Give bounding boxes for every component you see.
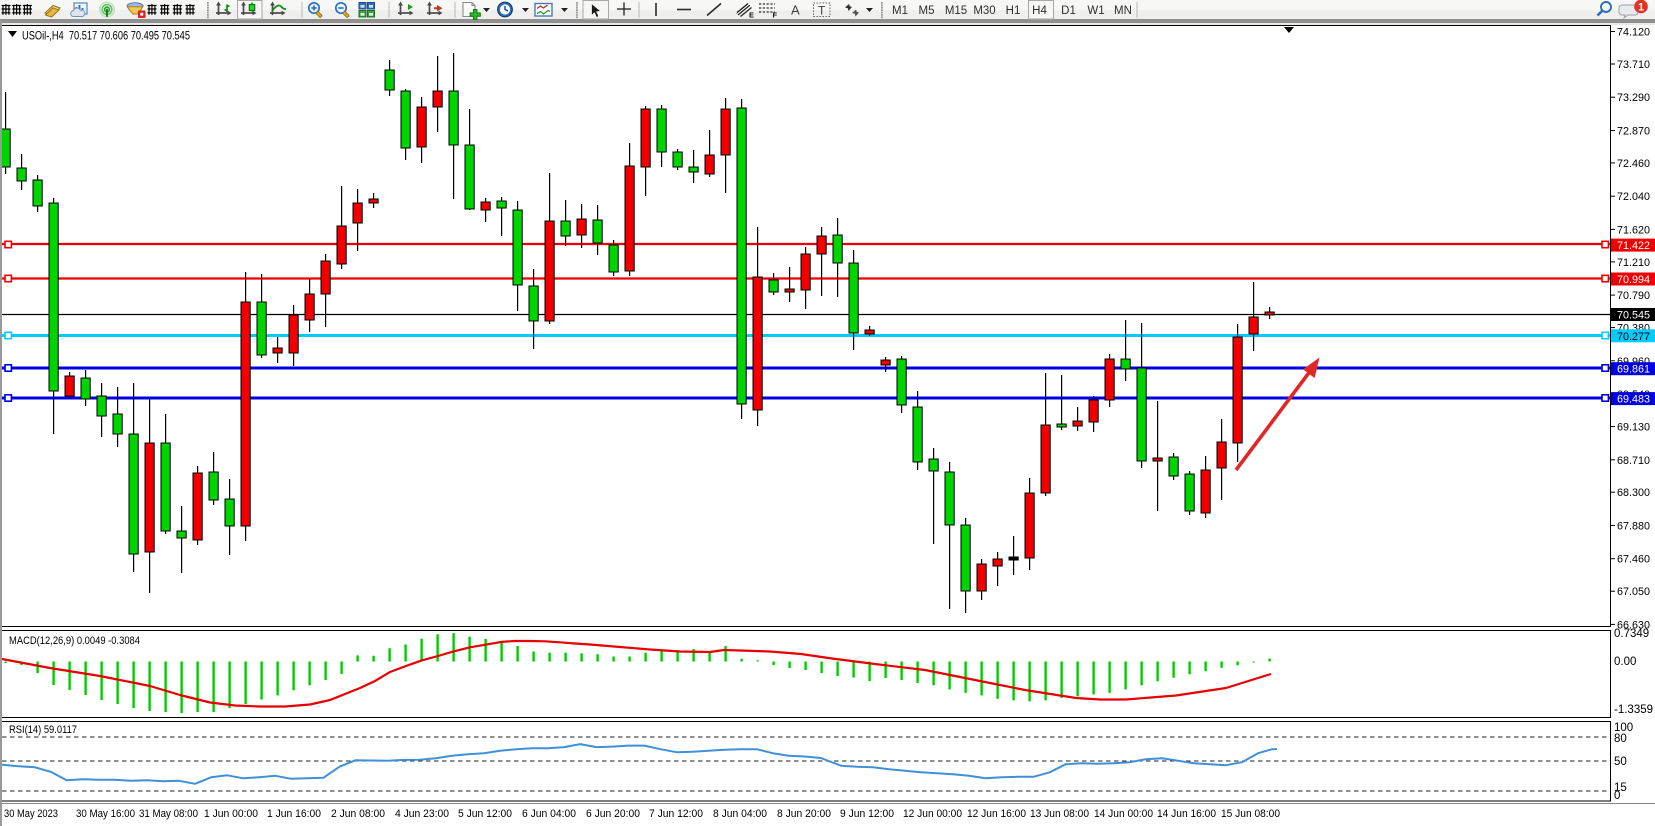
svg-text:68.300: 68.300 [1617, 487, 1650, 499]
svg-text:12 Jun 00:00: 12 Jun 00:00 [903, 808, 962, 820]
svg-text:71.210: 71.210 [1617, 257, 1650, 269]
svg-text:6 Jun 20:00: 6 Jun 20:00 [586, 808, 640, 820]
svg-text:1: 1 [1638, 2, 1644, 14]
svg-text:15 Jun 08:00: 15 Jun 08:00 [1221, 808, 1280, 820]
svg-text:7 Jun 12:00: 7 Jun 12:00 [649, 808, 703, 820]
svg-text:70.790: 70.790 [1617, 290, 1650, 302]
svg-text:50: 50 [1614, 756, 1627, 768]
svg-text:69.130: 69.130 [1617, 422, 1650, 434]
svg-text:8 Jun 20:00: 8 Jun 20:00 [777, 808, 831, 820]
svg-text:1 Jun 00:00: 1 Jun 00:00 [204, 808, 258, 820]
svg-text:RSI(14) 59.0117: RSI(14) 59.0117 [9, 724, 77, 736]
svg-text:MACD(12,26,9) 0.0049 -0.3084: MACD(12,26,9) 0.0049 -0.3084 [9, 635, 140, 647]
svg-text:66.630: 66.630 [1617, 619, 1650, 631]
svg-text:73.710: 73.710 [1617, 59, 1650, 71]
svg-text:70.994: 70.994 [1617, 274, 1650, 286]
svg-text:M15: M15 [945, 5, 967, 17]
svg-text:30 May 16:00: 30 May 16:00 [76, 808, 135, 820]
svg-text:0: 0 [1614, 790, 1620, 802]
svg-text:9 Jun 12:00: 9 Jun 12:00 [840, 808, 894, 820]
svg-text:0.7349: 0.7349 [1614, 628, 1649, 640]
svg-text:74.120: 74.120 [1617, 27, 1650, 39]
svg-text:H1: H1 [1006, 5, 1021, 17]
svg-text:H4: H4 [1032, 5, 1047, 17]
svg-text:72.870: 72.870 [1617, 126, 1650, 138]
svg-text:8 Jun 04:00: 8 Jun 04:00 [713, 808, 767, 820]
svg-text:80: 80 [1614, 733, 1627, 745]
svg-text:12 Jun 16:00: 12 Jun 16:00 [967, 808, 1026, 820]
svg-text:67.050: 67.050 [1617, 586, 1650, 598]
svg-text:0.00: 0.00 [1614, 656, 1636, 668]
svg-text:M1: M1 [892, 5, 908, 17]
svg-text:73.290: 73.290 [1617, 92, 1650, 104]
svg-text:69.483: 69.483 [1617, 394, 1650, 406]
svg-text:4 Jun 23:00: 4 Jun 23:00 [395, 808, 449, 820]
svg-text:2 Jun 08:00: 2 Jun 08:00 [331, 808, 385, 820]
svg-text:E: E [749, 11, 754, 20]
svg-text:M5: M5 [919, 5, 935, 17]
svg-text:D1: D1 [1061, 5, 1076, 17]
svg-text:M30: M30 [973, 5, 995, 17]
svg-text:6 Jun 04:00: 6 Jun 04:00 [522, 808, 576, 820]
svg-text:67.460: 67.460 [1617, 554, 1650, 566]
svg-text:100: 100 [1614, 722, 1633, 734]
svg-text:F: F [773, 11, 778, 20]
svg-text:31 May 08:00: 31 May 08:00 [139, 808, 198, 820]
svg-text:1 Jun 16:00: 1 Jun 16:00 [267, 808, 321, 820]
svg-text:13 Jun 08:00: 13 Jun 08:00 [1030, 808, 1089, 820]
svg-text:67.880: 67.880 [1617, 521, 1650, 533]
svg-text:5 Jun 12:00: 5 Jun 12:00 [458, 808, 512, 820]
svg-text:W1: W1 [1087, 5, 1104, 17]
svg-text:USOil-,H4 70.517 70.606 70.49: USOil-,H4 70.517 70.606 70.495 70.545 [22, 29, 190, 43]
svg-text:MN: MN [1114, 5, 1132, 17]
svg-text:69.861: 69.861 [1617, 364, 1650, 376]
svg-text:70.277: 70.277 [1617, 331, 1650, 343]
svg-text:71.620: 71.620 [1617, 224, 1650, 236]
svg-text:71.422: 71.422 [1617, 240, 1650, 252]
svg-text:30 May 2023: 30 May 2023 [4, 808, 58, 820]
svg-text:A: A [791, 3, 800, 18]
svg-text:-1.3359: -1.3359 [1614, 704, 1653, 716]
svg-text:T: T [818, 4, 826, 18]
svg-text:14 Jun 00:00: 14 Jun 00:00 [1094, 808, 1153, 820]
svg-text:72.040: 72.040 [1617, 191, 1650, 203]
svg-text:15: 15 [1614, 782, 1627, 794]
svg-text:70.545: 70.545 [1617, 310, 1650, 322]
svg-text:14 Jun 16:00: 14 Jun 16:00 [1157, 808, 1216, 820]
svg-text:68.710: 68.710 [1617, 455, 1650, 467]
svg-text:72.460: 72.460 [1617, 158, 1650, 170]
